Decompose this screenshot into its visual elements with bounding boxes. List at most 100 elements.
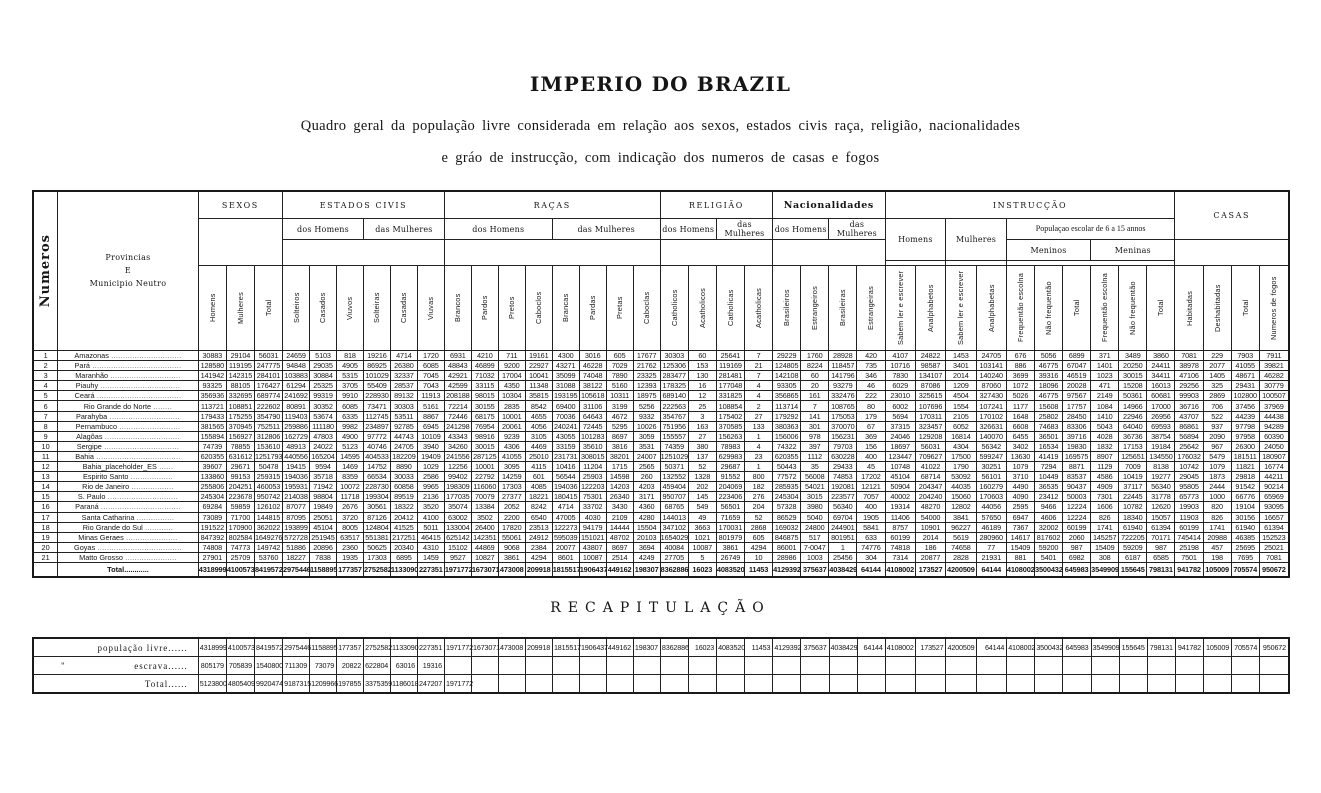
data-cell: 3401 (945, 360, 977, 372)
data-cell: 2595 (1005, 501, 1035, 513)
data-cell: 7081 (1174, 349, 1204, 362)
total-cell: 64144 (975, 561, 1007, 578)
recap-cell: 4108002 (1006, 637, 1036, 657)
column-header-28: Analphabetas (975, 265, 1007, 351)
province-name: Rio Grande do Norte ........ (57, 400, 199, 412)
data-cell: 56340 (1146, 481, 1176, 493)
data-cell: 4606 (1033, 511, 1064, 523)
data-cell: 69704 (828, 511, 858, 523)
data-cell: 10026 (632, 420, 661, 432)
data-cell: 60 (800, 370, 830, 382)
data-cell: 86861 (1174, 420, 1204, 432)
province-name: Sergipe ................................ (57, 440, 199, 452)
data-cell: 5295 (605, 420, 634, 432)
data-cell: 204240 (914, 491, 947, 503)
data-cell: 41022 (914, 461, 947, 473)
total-cell: 209918 (524, 561, 553, 578)
recap-cell (1006, 656, 1036, 675)
data-cell: 24007 (632, 450, 661, 463)
data-cell: 179 (856, 410, 886, 422)
data-cell: 56101 (975, 471, 1007, 483)
data-cell: 4586 (1090, 471, 1120, 483)
data-cell: 132552 (659, 471, 689, 483)
data-cell: 12224 (1062, 511, 1092, 523)
total-cell: 4038429 (828, 561, 858, 578)
group-religiao: RELIGIÃO (659, 190, 774, 219)
data-cell: 107241 (975, 400, 1007, 412)
recap-cell (471, 656, 499, 675)
leader-dots: .................................... (95, 544, 182, 552)
data-cell: 245304 (772, 491, 802, 503)
data-cell: 7903 (1230, 349, 1260, 362)
table-row: 2 Pará ..................................… (32, 360, 1290, 372)
table-total-row: Total............ 4318999 4100573 8419572 29… (32, 561, 1290, 578)
total-cell: 8419572 (253, 561, 284, 578)
data-cell: 323457 (914, 420, 947, 432)
recap-cell: 16023 (687, 637, 718, 657)
data-cell: 1084 (1090, 400, 1120, 412)
total-row-number (32, 561, 59, 578)
ditto-mark: " (61, 660, 65, 671)
data-cell: 56031 (253, 349, 284, 362)
data-cell: 3841 (945, 511, 977, 523)
data-cell: 46519 (1062, 370, 1092, 382)
data-cell: 25325 (309, 380, 337, 392)
recap-cell (1202, 656, 1233, 675)
data-cell: 113714 (772, 400, 802, 412)
total-cell: 1158895 (309, 561, 337, 578)
data-cell: 676 (1005, 349, 1035, 362)
data-cell: 70079 (470, 491, 499, 503)
data-cell: 101029 (362, 370, 391, 382)
data-cell: 29818 (1230, 471, 1260, 483)
recap-cell (716, 656, 746, 675)
data-cell: 17004 (497, 370, 526, 382)
data-cell: 119195 (225, 360, 255, 372)
recap-cell (945, 674, 977, 694)
data-cell: 24912 (524, 531, 553, 543)
data-cell: 178325 (659, 380, 689, 392)
data-cell: 599247 (975, 450, 1007, 463)
data-cell: 471 (1090, 380, 1120, 392)
recap-row: Total...... 5123800 4805409 9920474 9187315 1… (32, 674, 1290, 694)
data-cell: 103141 (975, 360, 1007, 372)
data-cell: 156 (856, 440, 886, 452)
data-cell: 3430 (605, 501, 634, 513)
data-cell: 122203 (578, 481, 607, 493)
data-cell: 10087 (687, 541, 717, 553)
data-cell: 9239 (497, 430, 526, 442)
column-header-label: Acatholicos (697, 287, 707, 329)
data-cell: 3059 (632, 430, 661, 442)
data-cell: 846875 (772, 531, 802, 543)
data-cell: 25021 (1258, 541, 1290, 553)
data-cell: 6029 (884, 380, 916, 392)
data-cell: 87077 (282, 501, 310, 513)
recap-cell: 805179 (197, 656, 227, 675)
data-cell: 287125 (470, 450, 499, 463)
province-name: Parahyba .............................. (57, 410, 199, 422)
data-cell: 3699 (1005, 370, 1035, 382)
data-cell: 26340 (605, 491, 634, 503)
data-cell: 276 (743, 491, 774, 503)
data-cell: 20877 (914, 551, 947, 563)
data-cell: 304 (856, 551, 886, 563)
leader-dots: ................................ (102, 433, 180, 441)
data-cell: 14617 (1005, 531, 1035, 543)
recapitulacao-table: população livre...... 4318999 4100573 84195… (32, 637, 1290, 694)
column-header-31: Total (1062, 265, 1092, 351)
data-cell: 20 (800, 380, 830, 392)
data-cell: 59209 (1118, 541, 1148, 553)
data-cell: 18227 (282, 551, 310, 563)
data-cell: 141796 (828, 370, 858, 382)
column-header-24: Estrangeiras (856, 265, 886, 351)
data-cell: 460053 (253, 481, 284, 493)
data-cell: 751956 (659, 420, 689, 432)
data-cell: 2869 (1202, 390, 1232, 402)
recap-cell (444, 656, 472, 675)
data-cell: 752511 (253, 420, 284, 432)
data-cell: 12393 (632, 380, 661, 392)
data-cell: 54021 (800, 481, 830, 493)
recap-cell: 4108002 (884, 637, 917, 657)
recap-cell (551, 656, 580, 675)
data-cell: 33159 (551, 440, 580, 452)
table-body: 1 Amazonas ..............................… (32, 349, 1290, 578)
